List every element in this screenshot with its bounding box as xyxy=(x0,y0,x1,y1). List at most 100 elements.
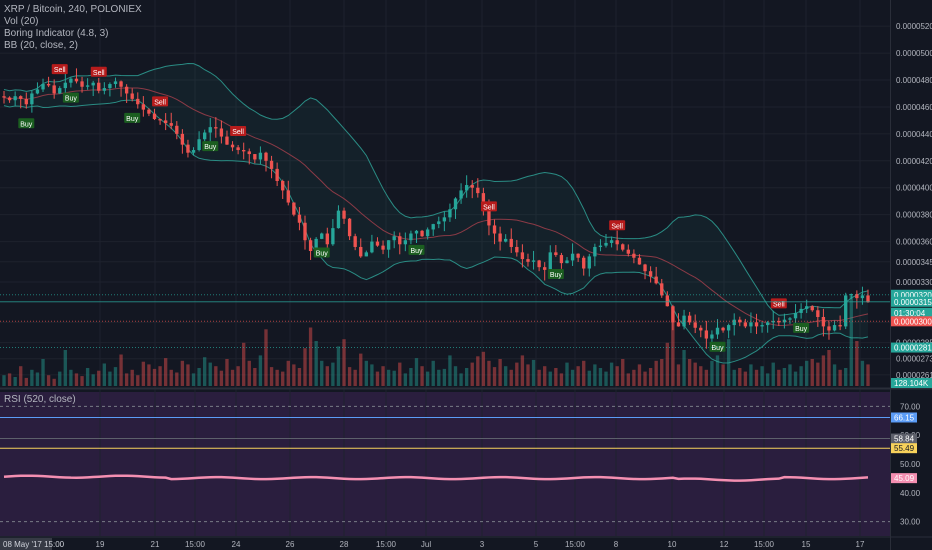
volume-bar xyxy=(141,361,146,386)
volume-bar xyxy=(609,362,614,386)
price-tag-label: 128.104K xyxy=(894,379,929,388)
volume-bar xyxy=(353,369,357,386)
volume-bar xyxy=(91,374,95,386)
volume-bar xyxy=(777,369,781,386)
volume-bar xyxy=(74,373,79,386)
sell-signal xyxy=(152,96,169,107)
volume-bar xyxy=(693,362,697,386)
candle-body xyxy=(381,245,385,250)
sell-signal-label: Sell xyxy=(483,204,495,211)
candle-body xyxy=(113,81,118,85)
date-tag xyxy=(0,538,52,550)
volume-bar xyxy=(726,339,731,386)
volume-bar xyxy=(598,368,603,386)
volume-bar xyxy=(704,369,709,386)
volume-bar xyxy=(320,360,324,386)
volume-bar xyxy=(615,366,619,386)
candle-body xyxy=(676,322,681,327)
buy-signal-label: Buy xyxy=(410,248,423,255)
bollinger-legend[interactable]: BB (20, close, 2) xyxy=(4,40,78,51)
volume-bar xyxy=(230,369,235,386)
volume-bar xyxy=(509,369,513,386)
candle-body xyxy=(665,295,670,307)
candle-body xyxy=(19,96,23,99)
buy-signal-label: Buy xyxy=(126,116,139,123)
volume-bar xyxy=(810,359,814,386)
volume-bar xyxy=(827,350,831,386)
sell-signal-label: Sell xyxy=(232,129,244,136)
candle-body xyxy=(308,240,313,252)
volume-bar xyxy=(425,371,430,386)
candle-body xyxy=(386,240,391,250)
volume-bar xyxy=(743,371,748,386)
candle-body xyxy=(749,322,753,327)
sell-signal-label: Sell xyxy=(154,99,166,106)
volume-bar xyxy=(687,359,692,386)
candle-body xyxy=(414,230,419,234)
volume-bar xyxy=(626,373,630,386)
volume-bar xyxy=(498,359,502,386)
sell-signal xyxy=(230,126,247,137)
candle-body xyxy=(158,119,162,121)
rsi-legend[interactable]: RSI (520, close) xyxy=(4,394,76,405)
buy-signal xyxy=(18,118,35,129)
candle-body xyxy=(364,252,368,257)
volume-bar xyxy=(258,355,263,386)
candle-body xyxy=(420,230,424,237)
candle-body xyxy=(671,306,675,323)
time-tick-label: 15:00 xyxy=(185,540,206,549)
volume-bar xyxy=(158,366,162,386)
buy-signal xyxy=(408,244,425,255)
time-tick-label: 15:00 xyxy=(565,540,586,549)
candle-body xyxy=(866,295,870,303)
candle-body xyxy=(771,321,775,323)
volume-legend[interactable]: Vol (20) xyxy=(4,16,39,27)
candle-body xyxy=(409,233,413,241)
candle-body xyxy=(693,322,697,328)
candle-body xyxy=(286,190,290,203)
volume-bar xyxy=(760,366,764,386)
volume-bar xyxy=(559,373,564,386)
volume-bar xyxy=(113,367,118,386)
candle-body xyxy=(621,244,625,250)
rsi-tick-label: 70.00 xyxy=(900,402,921,411)
candle-body xyxy=(832,325,837,331)
volume-bar xyxy=(236,366,240,386)
volume-bar xyxy=(97,370,101,386)
volume-bar xyxy=(660,359,664,386)
candle-body xyxy=(593,246,597,257)
buy-signal xyxy=(62,92,79,103)
volume-bar xyxy=(85,368,90,386)
candle-body xyxy=(202,132,207,140)
volume-bar xyxy=(102,363,107,386)
sell-signal xyxy=(609,220,626,231)
volume-bar xyxy=(136,375,140,386)
volume-bar xyxy=(219,370,224,386)
candle-body xyxy=(431,224,435,230)
volume-bar xyxy=(793,371,798,386)
candle-body xyxy=(108,84,112,89)
volume-bar xyxy=(715,355,720,386)
volume-bar xyxy=(565,362,569,386)
volume-bar xyxy=(570,369,575,386)
candle-body xyxy=(548,252,552,270)
candle-body xyxy=(269,160,274,169)
buy-signal-label: Buy xyxy=(204,144,217,151)
volume-bar xyxy=(180,360,185,386)
symbol-legend[interactable]: XRP / Bitcoin, 240, POLONIEX xyxy=(4,4,142,15)
candle-body xyxy=(526,259,530,262)
candle-body xyxy=(359,246,363,257)
candle-body xyxy=(793,312,798,319)
candle-body xyxy=(80,81,84,87)
candle-body xyxy=(509,238,513,247)
volume-bar xyxy=(375,371,380,386)
sell-signal xyxy=(480,201,497,212)
sell-signal xyxy=(90,66,107,77)
buy-signal xyxy=(202,141,219,152)
volume-bar xyxy=(202,357,207,386)
candle-body xyxy=(476,187,480,194)
volume-bar xyxy=(58,371,62,386)
candle-body xyxy=(687,315,692,323)
boring-indicator-legend[interactable]: Boring Indicator (4.8, 3) xyxy=(4,28,109,39)
